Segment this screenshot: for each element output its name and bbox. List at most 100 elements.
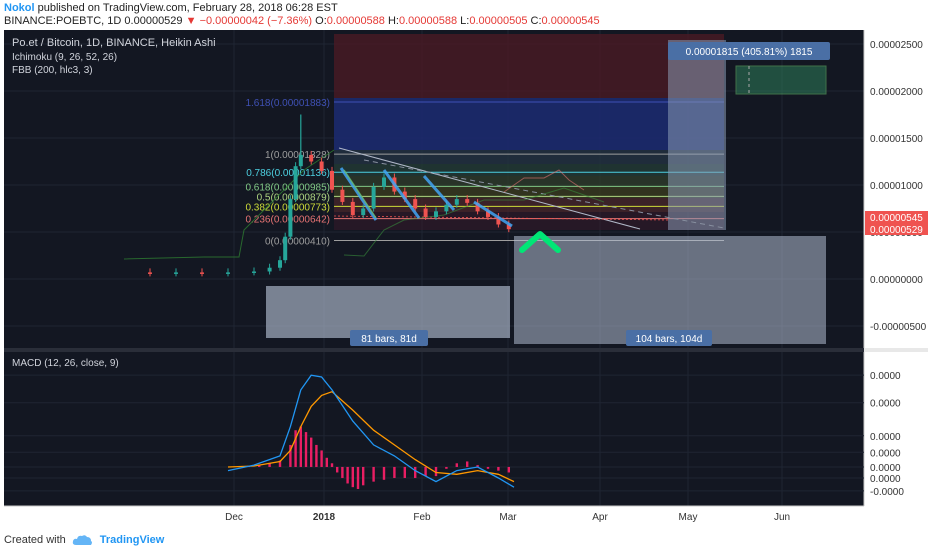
candle <box>496 216 501 225</box>
open-label: O: <box>315 15 327 27</box>
low-value: 0.00000505 <box>469 15 528 27</box>
candle <box>486 211 490 217</box>
macd-bar <box>299 426 302 467</box>
close-value: 0.00000545 <box>541 15 600 27</box>
price-tick: -0.00000500 <box>870 322 927 333</box>
loss-zone <box>334 34 724 98</box>
range-label-1: 81 bars, 81d <box>361 334 417 345</box>
macd-bar <box>434 466 438 477</box>
fib-label: 0(0.00000410) <box>265 236 330 247</box>
macd-bar <box>507 466 510 473</box>
macd-bar <box>320 450 323 467</box>
candle <box>454 199 459 205</box>
time-tick: Mar <box>499 512 517 523</box>
target-label: 0.00001815 (405.81%) 1815 <box>686 47 813 58</box>
author-link[interactable]: Nokol <box>4 2 35 14</box>
chart-svg[interactable]: 1.618(0.00001883) 1(0.00001328) 0.786(0.00… <box>4 30 928 528</box>
macd-bar <box>268 463 271 467</box>
macd-bar <box>476 465 479 467</box>
fib-label: 0.618(0.00000985) <box>245 182 330 193</box>
time-axis-bg <box>4 506 928 528</box>
macd-bar <box>315 444 318 467</box>
fib-label: 0.5(0.00000879) <box>257 192 330 203</box>
publish-line: Nokol published on TradingView.com, Febr… <box>4 2 338 14</box>
pane-divider[interactable] <box>4 348 864 352</box>
candle <box>465 199 470 203</box>
fib-label: 0.382(0.00000773) <box>245 202 330 213</box>
trend-line-main <box>338 147 641 230</box>
ohlc-line: BINANCE:POEBTC, 1D 0.00000529 ▼ −0.00000… <box>4 15 600 27</box>
down-arrow-icon: ▼ <box>185 15 197 27</box>
candle <box>174 272 178 274</box>
tradingview-cloud-icon <box>72 534 92 545</box>
up-chevron-icon <box>519 231 561 253</box>
candle <box>340 189 345 202</box>
candle <box>288 199 293 237</box>
time-tick: Apr <box>592 512 608 523</box>
chart-title: Po.et / Bitcoin, 1D, BINANCE, Heikin Ash… <box>12 37 216 49</box>
candle <box>330 170 334 190</box>
tradingview-link[interactable]: TradingView <box>99 533 165 546</box>
fib-label: 1(0.00001328) <box>265 150 330 161</box>
candle <box>319 161 324 171</box>
candle <box>444 204 449 212</box>
candle <box>402 191 407 200</box>
candle <box>278 260 282 268</box>
fib-0786-zone <box>334 150 724 164</box>
time-tick: Dec <box>225 512 243 523</box>
ichimoku-span-b <box>503 169 585 193</box>
macd-bar <box>346 466 349 484</box>
candle <box>434 211 438 217</box>
fib-05-zone <box>334 176 724 186</box>
candle <box>252 271 256 273</box>
candle <box>350 201 355 216</box>
symbol-label: BINANCE:POEBTC, 1D <box>4 15 122 27</box>
wave-arrow-4 <box>473 200 513 228</box>
last-price: 0.00000529 <box>124 15 183 27</box>
price-tick: 0.00002000 <box>870 87 923 98</box>
macd-bar <box>330 463 334 467</box>
fib-0236-zone <box>334 198 724 212</box>
current-price-tag-1 <box>865 211 928 223</box>
footer: Created with TradingView <box>4 529 928 550</box>
macd-legend[interactable]: MACD (12, 26, close, 9) <box>12 358 119 369</box>
chart-container[interactable]: 1.618(0.00001883) 1(0.00001328) 0.786(0.00… <box>4 30 928 528</box>
candle <box>267 267 272 272</box>
candle <box>413 199 418 209</box>
range-label-2-bg <box>626 330 712 346</box>
macd-bar <box>304 432 308 467</box>
candle <box>506 224 511 230</box>
macd-bar <box>372 466 375 482</box>
price-tick: 0.00000000 <box>870 275 923 286</box>
price-tick: 0.00001500 <box>870 134 923 145</box>
candle <box>226 272 230 274</box>
candle <box>475 202 480 212</box>
high-value: 0.00000588 <box>398 15 458 27</box>
macd-bar <box>325 457 328 467</box>
macd-bar <box>310 437 313 467</box>
range-label-1-bg <box>350 330 428 346</box>
range-box-2 <box>514 236 826 344</box>
candle <box>423 208 428 217</box>
fib-label: 0.236(0.00000642) <box>245 215 330 226</box>
candle <box>148 272 152 274</box>
macd-bar <box>356 466 360 489</box>
macd-bar <box>336 466 339 473</box>
candle <box>293 166 298 200</box>
candle <box>371 186 376 209</box>
fib-lines: 1.618(0.00001883) 1(0.00001328) 0.786(0.00… <box>245 98 724 247</box>
signal-line <box>227 390 515 483</box>
open-value: 0.00000588 <box>326 15 385 27</box>
macd-bar <box>294 430 297 467</box>
ichimoku-legend[interactable]: Ichimoku (9, 26, 52, 26) <box>12 52 117 63</box>
wave-arrow-3 <box>422 175 456 211</box>
range-box-1 <box>266 286 510 338</box>
macd-bar <box>362 466 365 486</box>
macd-tick: 0.0000 <box>870 399 901 410</box>
candle <box>382 177 386 187</box>
target-box <box>735 65 827 95</box>
projection-box <box>668 40 726 230</box>
fbb-legend[interactable]: FBB (200, hlc3, 3) <box>12 65 93 76</box>
ichimoku-span <box>343 187 605 257</box>
candle <box>283 236 288 261</box>
